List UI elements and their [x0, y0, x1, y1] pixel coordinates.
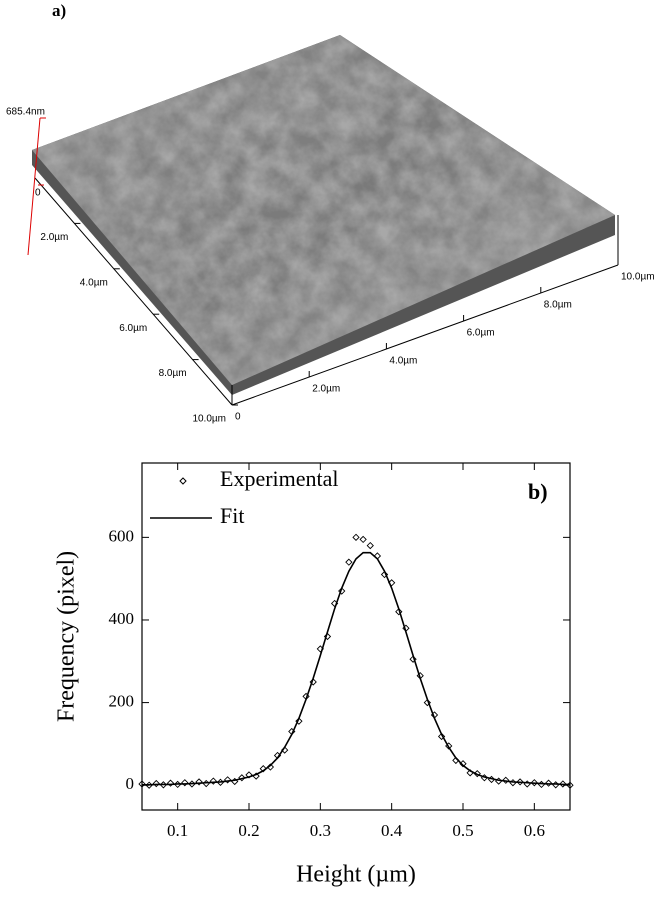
data-point	[209, 777, 217, 785]
data-point	[138, 780, 146, 788]
y-tick-label: 6.0µm	[119, 323, 147, 334]
legend-label: Experimental	[220, 466, 339, 491]
data-point	[181, 779, 189, 787]
fit-line	[142, 551, 570, 786]
x-tick-label: 0.4	[381, 821, 403, 840]
y-tick-label: 4.0µm	[80, 277, 108, 288]
data-point	[502, 776, 510, 784]
data-point	[238, 774, 246, 782]
data-point	[345, 558, 353, 566]
y-tick-label: 400	[109, 609, 135, 628]
data-point	[338, 587, 346, 595]
y-tick-label: 2.0µm	[40, 232, 68, 243]
data-point	[245, 771, 253, 779]
y-tick-label: 10.0µm	[192, 414, 226, 425]
z-tick-label: 685.4nm	[6, 107, 45, 118]
x-tick-label: 6.0µm	[467, 328, 495, 339]
x-axis-label: Height (µm)	[296, 862, 416, 888]
y-tick-label: 200	[109, 692, 135, 711]
data-point	[516, 778, 524, 786]
data-point	[395, 608, 403, 616]
z-tick-label: 0	[35, 188, 41, 199]
data-point	[559, 780, 567, 788]
y-tick-label: 600	[109, 526, 135, 545]
surface-texture	[32, 35, 615, 385]
data-point	[323, 632, 332, 641]
data-point	[152, 779, 160, 788]
data-point	[380, 570, 389, 579]
data-point	[295, 717, 303, 725]
data-point	[359, 535, 367, 544]
y-axis	[34, 177, 233, 406]
x-tick-label: 0.3	[310, 821, 331, 840]
data-point	[544, 779, 553, 787]
x-tick-label: 0.1	[167, 821, 188, 840]
plot-frame	[141, 462, 571, 811]
x-axis	[231, 264, 619, 406]
panel-label: a)	[52, 1, 66, 20]
data-point	[409, 655, 417, 663]
x-tick-label: 8.0µm	[544, 300, 572, 311]
x-tick-label: 0.5	[452, 821, 473, 840]
x-tick-label: 4.0µm	[389, 356, 417, 367]
data-point	[530, 779, 538, 787]
panel-label: b)	[528, 479, 548, 504]
data-point	[366, 541, 374, 550]
data-point	[166, 779, 175, 787]
y-tick-label: 0	[126, 774, 135, 793]
x-tick-label: 10.0µm	[621, 272, 655, 283]
data-point	[352, 533, 360, 541]
z-axis	[27, 117, 41, 256]
data-point	[195, 778, 203, 786]
x-tick-label: 2.0µm	[312, 384, 340, 395]
data-point	[259, 765, 267, 773]
data-point	[423, 698, 431, 707]
x-tick-label: 0	[235, 412, 241, 423]
y-axis-label: Frequency (pixel)	[54, 551, 80, 722]
data-point	[309, 678, 317, 686]
legend-marker	[179, 477, 187, 485]
y-tick-label: 8.0µm	[159, 368, 187, 379]
x-tick-label: 0.2	[238, 821, 259, 840]
legend-label: Fit	[220, 503, 244, 528]
data-point	[437, 732, 446, 741]
data-point	[223, 776, 232, 784]
x-tick-label: 0.6	[524, 821, 545, 840]
